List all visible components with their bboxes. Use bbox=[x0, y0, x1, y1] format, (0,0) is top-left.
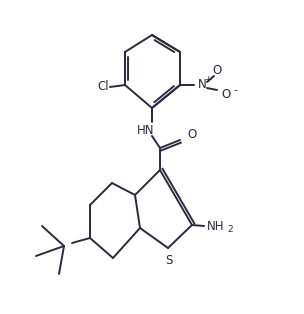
Text: -: - bbox=[233, 85, 237, 95]
Text: O: O bbox=[221, 88, 231, 100]
Text: S: S bbox=[165, 253, 173, 267]
Text: O: O bbox=[212, 64, 222, 78]
Text: N: N bbox=[198, 78, 206, 91]
Text: O: O bbox=[187, 127, 197, 140]
Text: 2: 2 bbox=[227, 225, 233, 235]
Text: HN: HN bbox=[137, 123, 155, 137]
Text: Cl: Cl bbox=[97, 80, 109, 94]
Text: +: + bbox=[204, 75, 212, 84]
Text: NH: NH bbox=[207, 220, 225, 234]
